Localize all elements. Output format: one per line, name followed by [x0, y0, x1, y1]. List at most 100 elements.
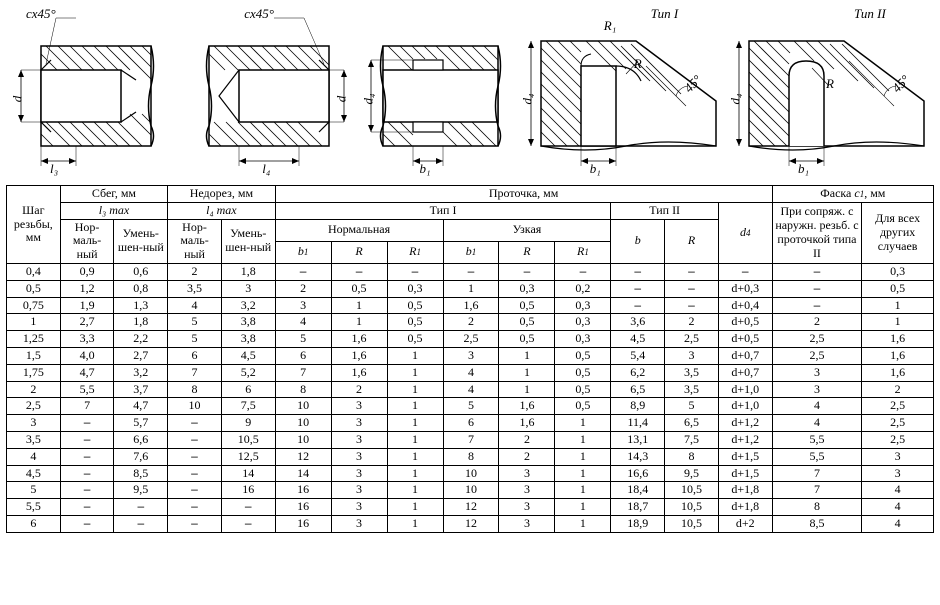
- b1-label-3: b₁: [420, 161, 431, 177]
- cell-l3u: 4,7: [114, 398, 168, 415]
- cell-t2b: 18,7: [611, 499, 665, 516]
- cell-uR: 0,3: [499, 280, 555, 297]
- cell-nR: 1,6: [331, 331, 387, 348]
- h-uR: R: [499, 241, 555, 263]
- cell-pitch: 5: [7, 482, 61, 499]
- cell-t2R: –: [665, 297, 719, 314]
- cell-uR1: 1: [555, 499, 611, 516]
- cell-l3u: –: [114, 515, 168, 532]
- l3-label: l₃: [50, 161, 58, 177]
- cell-f1: 4: [772, 398, 862, 415]
- cell-l4n: 7: [168, 364, 222, 381]
- cell-ub1: 1: [443, 280, 499, 297]
- cell-uR: 3: [499, 499, 555, 516]
- h-nR1: R1: [387, 241, 443, 263]
- cell-nR1: 1: [387, 465, 443, 482]
- cell-pitch: 6: [7, 515, 61, 532]
- cell-ub1: 8: [443, 448, 499, 465]
- cell-f1: –: [772, 280, 862, 297]
- cell-l4n: –: [168, 465, 222, 482]
- cell-l4n: 3,5: [168, 280, 222, 297]
- cell-nR: 3: [331, 415, 387, 432]
- cell-d4: –: [718, 263, 772, 280]
- cell-l3n: –: [60, 465, 114, 482]
- h-l4-umen: Умень-шен-ный: [221, 219, 275, 263]
- cell-l4u: 9: [221, 415, 275, 432]
- cell-l4u: –: [221, 499, 275, 516]
- cell-uR1: 0,3: [555, 331, 611, 348]
- cell-t2b: 5,4: [611, 347, 665, 364]
- cell-l3n: 1,2: [60, 280, 114, 297]
- cell-uR: 3: [499, 482, 555, 499]
- cell-t2R: 7,5: [665, 431, 719, 448]
- cell-l4n: –: [168, 499, 222, 516]
- cell-t2b: –: [611, 263, 665, 280]
- cell-f2: 1,6: [862, 364, 934, 381]
- cell-ub1: –: [443, 263, 499, 280]
- cell-t2b: 16,6: [611, 465, 665, 482]
- cell-d4: d+1,2: [718, 415, 772, 432]
- cell-t2b: 14,3: [611, 448, 665, 465]
- d4-label-3: d₄: [360, 93, 376, 104]
- cell-pitch: 1: [7, 314, 61, 331]
- cell-f2: 2: [862, 381, 934, 398]
- cell-nR: 3: [331, 499, 387, 516]
- cell-l4n: 8: [168, 381, 222, 398]
- h-normal: Нормальная: [275, 219, 443, 241]
- cell-d4: d+2: [718, 515, 772, 532]
- table-row: 12,71,853,8410,520,50,33,62d+0,521: [7, 314, 934, 331]
- cell-t2R: 5: [665, 398, 719, 415]
- cell-f2: 3: [862, 465, 934, 482]
- cell-f2: 1,6: [862, 347, 934, 364]
- h-l3max: l₃ max: [60, 202, 167, 219]
- cell-nb1: 10: [275, 398, 331, 415]
- table-row: 4,5–8,5–141431103116,69,5d+1,573: [7, 465, 934, 482]
- cell-uR: 2: [499, 448, 555, 465]
- figure-1: cx45°: [6, 6, 176, 176]
- h-l4max: l₄ max: [168, 202, 275, 219]
- table-row: 0,40,90,621,8––––––––––0,3: [7, 263, 934, 280]
- cell-pitch: 1,75: [7, 364, 61, 381]
- cell-uR1: 0,5: [555, 381, 611, 398]
- cell-nR1: 1: [387, 381, 443, 398]
- cell-d4: d+0,5: [718, 314, 772, 331]
- r-label-4: R: [634, 56, 642, 72]
- cell-l3u: 1,8: [114, 314, 168, 331]
- h-l4-norm: Нор-маль-ный: [168, 219, 222, 263]
- cell-pitch: 2,5: [7, 398, 61, 415]
- h-uR1: R1: [555, 241, 611, 263]
- cell-uR1: 0,2: [555, 280, 611, 297]
- cell-l4u: 1,8: [221, 263, 275, 280]
- d4-label-5: d₄: [728, 93, 744, 104]
- cell-f1: 4: [772, 415, 862, 432]
- cell-d4: d+0,5: [718, 331, 772, 348]
- cell-f2: 1: [862, 297, 934, 314]
- table-row: 0,51,20,83,5320,50,310,30,2––d+0,3–0,5: [7, 280, 934, 297]
- cell-nR1: 1: [387, 398, 443, 415]
- table-row: 5,5––––1631123118,710,5d+1,884: [7, 499, 934, 516]
- cell-f1: 3: [772, 381, 862, 398]
- h-t2R: R: [665, 219, 719, 263]
- cell-uR: 2: [499, 431, 555, 448]
- h-nedorez: Недорез, мм: [168, 186, 275, 203]
- cell-l3n: 4,7: [60, 364, 114, 381]
- cell-t2b: 11,4: [611, 415, 665, 432]
- cell-f2: 2,5: [862, 415, 934, 432]
- d-label-1: d: [9, 96, 25, 103]
- cell-f1: 8,5: [772, 515, 862, 532]
- h-faska: Фаска c1, мм: [772, 186, 933, 203]
- cell-l4u: –: [221, 515, 275, 532]
- cell-nR: 3: [331, 465, 387, 482]
- cell-t2R: 2,5: [665, 331, 719, 348]
- cell-l3u: 5,7: [114, 415, 168, 432]
- h-d4: d4: [718, 202, 772, 263]
- cell-t2R: 10,5: [665, 515, 719, 532]
- cell-uR1: 1: [555, 465, 611, 482]
- thread-table: Шаг резьбы, мм Сбег, мм Недорез, мм Прот…: [6, 185, 934, 533]
- cell-t2b: 3,6: [611, 314, 665, 331]
- cell-ub1: 12: [443, 515, 499, 532]
- cell-nb1: 16: [275, 515, 331, 532]
- cell-uR: 0,5: [499, 314, 555, 331]
- type1-label: Тип I: [651, 6, 679, 22]
- cell-l3n: 3,3: [60, 331, 114, 348]
